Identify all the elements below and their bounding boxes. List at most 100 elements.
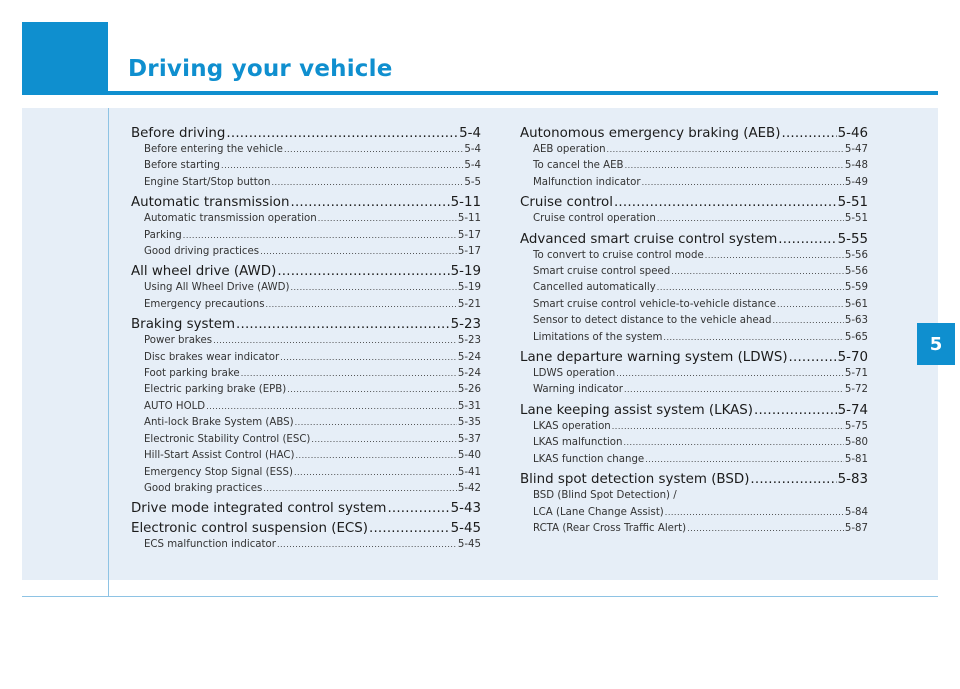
toc-entry-label: Sensor to detect distance to the vehicle… (533, 315, 772, 327)
toc-subentry[interactable]: ECS malfunction indicator 5-45 (131, 537, 481, 553)
toc-page-number: 5-42 (457, 482, 481, 494)
toc-page-number: 5-43 (450, 501, 481, 517)
dot-leader (614, 194, 837, 211)
toc-entry-label: Warning indicator (533, 384, 623, 396)
toc-page-number: 5-51 (837, 195, 868, 211)
toc-page-number: 5-45 (457, 539, 481, 551)
toc-subentry[interactable]: Using All Wheel Drive (AWD) 5-19 (131, 280, 481, 296)
toc-page-number: 5-56 (844, 266, 868, 278)
dot-leader (311, 432, 456, 448)
toc-page-number: 5-31 (457, 400, 481, 412)
toc-entry-label: Hill-Start Assist Control (HAC) (144, 450, 295, 462)
toc-page-number: 5-59 (844, 282, 868, 294)
toc-subentry[interactable]: LDWS operation 5-71 (520, 366, 868, 382)
toc-subentry[interactable]: Parking 5-17 (131, 228, 481, 244)
dot-leader (266, 297, 457, 313)
toc-subentry[interactable]: Warning indicator 5-72 (520, 382, 868, 398)
toc-entry-label: Limitations of the system (533, 331, 663, 343)
dot-leader (277, 537, 457, 553)
toc-entry-label: RCTA (Rear Cross Traffic Alert) (533, 522, 687, 534)
dot-leader (624, 382, 844, 398)
toc-section-entry[interactable]: Blind spot detection system (BSD) 5-83 (520, 471, 868, 488)
toc-entry-label: Cruise control operation (533, 213, 656, 225)
toc-page-number: 5-23 (457, 335, 481, 347)
toc-subentry[interactable]: Malfunction indicator 5-49 (520, 175, 868, 191)
toc-subentry[interactable]: Smart cruise control speed 5-56 (520, 264, 868, 280)
toc-subentry[interactable]: Sensor to detect distance to the vehicle… (520, 313, 868, 329)
toc-page-number: 5-24 (457, 368, 481, 380)
toc-subentry[interactable]: Good driving practices 5-17 (131, 244, 481, 260)
toc-section-entry[interactable]: Advanced smart cruise control system 5-55 (520, 231, 868, 248)
dot-leader (777, 297, 844, 313)
toc-section-entry[interactable]: Cruise control 5-51 (520, 194, 868, 211)
dot-leader (657, 211, 844, 227)
toc-subentry[interactable]: Emergency Stop Signal (ESS) 5-41 (131, 465, 481, 481)
toc-page-number: 5-81 (844, 453, 868, 465)
toc-subentry[interactable]: AEB operation 5-47 (520, 142, 868, 158)
toc-subentry[interactable]: LKAS operation 5-75 (520, 419, 868, 435)
toc-subentry[interactable]: LKAS function change 5-81 (520, 452, 868, 468)
toc-entry-label: LDWS operation (533, 368, 616, 380)
toc-page-number: 5-72 (844, 384, 868, 396)
toc-subentry[interactable]: To convert to cruise control mode 5-56 (520, 248, 868, 264)
toc-section-entry[interactable]: Autonomous emergency braking (AEB) 5-46 (520, 125, 868, 142)
toc-entry-label: LKAS operation (533, 420, 611, 432)
toc-section-entry[interactable]: All wheel drive (AWD) 5-19 (131, 263, 481, 280)
toc-subentry[interactable]: Foot parking brake 5-24 (131, 366, 481, 382)
dot-leader (213, 333, 457, 349)
toc-subentry[interactable]: RCTA (Rear Cross Traffic Alert) 5-87 (520, 521, 868, 537)
toc-subentry[interactable]: Engine Start/Stop button 5-5 (131, 175, 481, 191)
dot-leader (750, 471, 836, 488)
toc-subentry[interactable]: Anti-lock Brake System (ABS) 5-35 (131, 415, 481, 431)
toc-page-number: 5-51 (844, 213, 868, 225)
toc-section-entry[interactable]: Electronic control suspension (ECS) 5-45 (131, 520, 481, 537)
dot-leader (295, 448, 456, 464)
toc-page-number: 5-47 (844, 144, 868, 155)
toc-entry-label: LCA (Lane Change Assist) (533, 506, 664, 518)
toc-entry-label: Before driving (131, 126, 226, 141)
toc-section-entry[interactable]: Automatic transmission 5-11 (131, 194, 481, 211)
toc-section-entry[interactable]: Lane keeping assist system (LKAS) 5-74 (520, 402, 868, 419)
dot-leader (705, 248, 844, 264)
toc-entry-label: LKAS malfunction (533, 437, 623, 449)
toc-subentry[interactable]: LKAS malfunction 5-80 (520, 435, 868, 451)
toc-subentry[interactable]: Power brakes 5-23 (131, 333, 481, 349)
toc-entry-label: Automatic transmission operation (144, 213, 317, 225)
dot-leader (287, 382, 457, 398)
toc-section-entry[interactable]: Before driving 5-4 (131, 125, 481, 142)
toc-column-right: Autonomous emergency braking (AEB)5-46AE… (520, 125, 868, 537)
toc-subentry[interactable]: AUTO HOLD 5-31 (131, 399, 481, 415)
toc-subentry[interactable]: Emergency precautions 5-21 (131, 297, 481, 313)
toc-subentry[interactable]: Electronic Stability Control (ESC) 5-37 (131, 432, 481, 448)
toc-subentry[interactable]: Disc brakes wear indicator 5-24 (131, 350, 481, 366)
toc-entry-label: AEB operation (533, 144, 606, 155)
toc-page-number: 5-4 (464, 144, 481, 155)
toc-page-number: 5-80 (844, 437, 868, 449)
toc-page-number: 5-41 (457, 466, 481, 478)
toc-entry-label: Electronic Stability Control (ESC) (144, 433, 311, 445)
toc-subentry[interactable]: Good braking practices 5-42 (131, 481, 481, 497)
toc-subentry[interactable]: To cancel the AEB 5-48 (520, 158, 868, 174)
dot-leader (295, 415, 457, 431)
toc-section-entry[interactable]: Braking system 5-23 (131, 316, 481, 333)
dot-leader (221, 158, 463, 174)
toc-subentry[interactable]: Before starting 5-4 (131, 158, 481, 174)
toc-section-entry[interactable]: Lane departure warning system (LDWS) 5-70 (520, 349, 868, 366)
toc-subentry[interactable]: LCA (Lane Change Assist) 5-84 (520, 505, 868, 521)
toc-subentry[interactable]: Before entering the vehicle 5-4 (131, 142, 481, 158)
toc-subentry[interactable]: Electric parking brake (EPB) 5-26 (131, 382, 481, 398)
toc-page-number: 5-49 (844, 176, 868, 188)
toc-subentry[interactable]: Automatic transmission operation 5-11 (131, 211, 481, 227)
toc-entry-label: Emergency precautions (144, 298, 265, 310)
toc-subentry[interactable]: Cruise control operation 5-51 (520, 211, 868, 227)
toc-subentry[interactable]: Cancelled automatically 5-59 (520, 280, 868, 296)
toc-subentry[interactable]: Limitations of the system 5-65 (520, 330, 868, 346)
toc-subentry[interactable]: Smart cruise control vehicle-to-vehicle … (520, 297, 868, 313)
toc-page-number: 5-55 (837, 231, 868, 247)
toc-section-entry[interactable]: Drive mode integrated control system 5-43 (131, 500, 481, 517)
dot-leader (183, 228, 457, 244)
toc-entry-label: Drive mode integrated control system (131, 501, 387, 517)
chapter-tab[interactable]: 5 (917, 323, 955, 365)
toc-subentry[interactable]: Hill-Start Assist Control (HAC) 5-40 (131, 448, 481, 464)
